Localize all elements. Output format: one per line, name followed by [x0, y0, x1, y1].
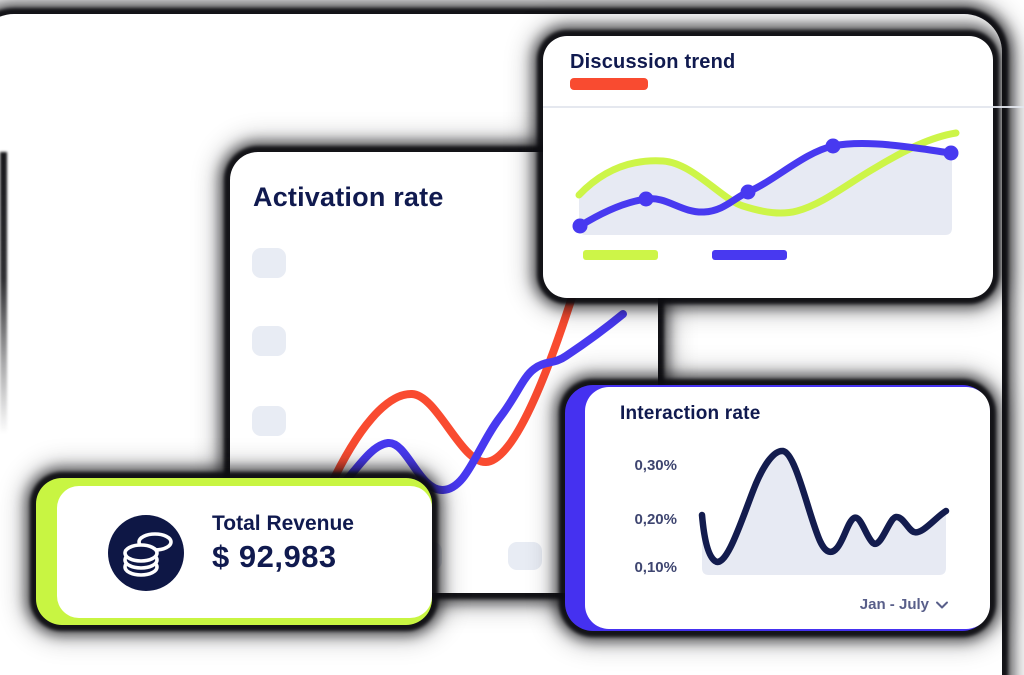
discussion-trend-title: Discussion trend — [570, 51, 736, 73]
coins-icon — [108, 515, 184, 591]
placeholder-row-icon — [252, 406, 286, 436]
period-dropdown[interactable]: Jan - July — [860, 596, 948, 613]
activation-rate-title: Activation rate — [253, 182, 444, 212]
area-fill — [702, 450, 946, 575]
total-revenue-value: $ 92,983 — [212, 539, 337, 574]
y-axis-label: 0,10% — [634, 559, 677, 576]
card-divider-line — [543, 106, 1024, 108]
y-axis-label: 0,30% — [634, 457, 677, 474]
activation-rate-chart — [326, 287, 627, 494]
total-revenue-card: Total Revenue $ 92,983 — [36, 478, 432, 625]
y-axis-label: 0,20% — [634, 511, 677, 528]
interaction-rate-chart — [698, 447, 950, 575]
period-label: Jan - July — [859, 596, 929, 613]
interaction-rate-title: Interaction rate — [620, 403, 761, 424]
placeholder-row-icon — [252, 326, 286, 356]
legend-swatch-blue — [712, 250, 787, 260]
discussion-trend-chart — [572, 129, 960, 235]
discussion-trend-card: Discussion trend — [543, 36, 993, 298]
blue-line-dots — [572, 138, 959, 234]
placeholder-axis-label — [508, 542, 542, 570]
red-line — [326, 287, 578, 491]
interaction-rate-card: Interaction rate 0,30% 0,20% 0,10% Jan -… — [565, 385, 990, 631]
total-revenue-title: Total Revenue — [212, 512, 354, 535]
active-tab-indicator — [570, 78, 648, 90]
placeholder-row-icon — [252, 248, 286, 278]
edge-shadow-streak — [0, 152, 7, 434]
chevron-down-icon — [936, 601, 948, 608]
green-line — [575, 129, 960, 217]
legend-swatch-green — [583, 250, 658, 260]
navy-line — [698, 447, 950, 566]
blue-line — [341, 310, 627, 494]
